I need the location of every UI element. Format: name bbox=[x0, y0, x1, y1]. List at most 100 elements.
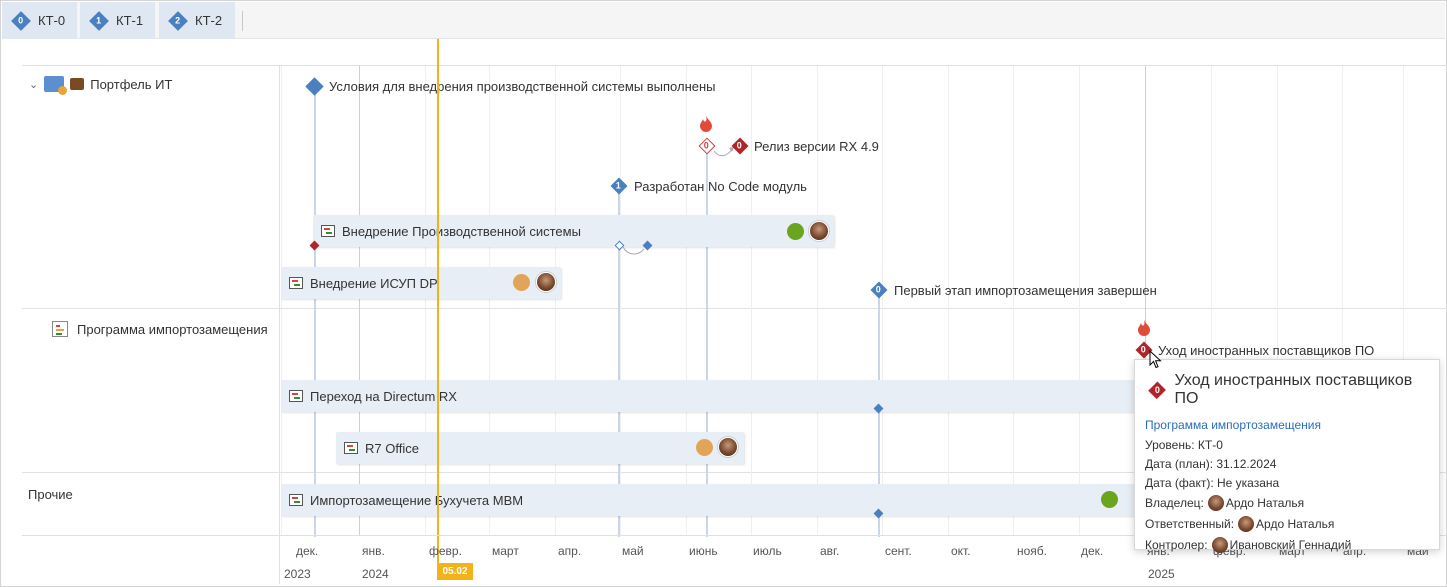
year-label: 2023 bbox=[284, 567, 311, 581]
shift-arrow-icon bbox=[713, 147, 734, 157]
group-program[interactable]: Программа импортозамещения bbox=[52, 321, 268, 337]
owner-label: Владелец: bbox=[1145, 496, 1204, 510]
month-label: нояб. bbox=[1017, 544, 1048, 558]
task-label: Внедрение Производственной системы bbox=[342, 223, 581, 239]
portfolio-icon bbox=[44, 76, 68, 95]
briefcase-icon bbox=[70, 78, 85, 90]
year-label: 2024 bbox=[362, 567, 389, 581]
program-link[interactable]: Программа импортозамещения bbox=[1145, 418, 1321, 432]
avatar[interactable] bbox=[718, 437, 738, 457]
gantt-chart bbox=[22, 65, 1447, 584]
month-label: май bbox=[622, 544, 644, 558]
year-label: 2025 bbox=[1148, 567, 1175, 581]
milestone-label: Условия для внедрения производственной с… bbox=[329, 79, 716, 94]
owner-name: Ардо Наталья bbox=[1225, 496, 1305, 510]
milestone-tooltip: 0 Уход иностранных поставщиков ПО Програ… bbox=[1134, 359, 1440, 553]
month-label: авг. bbox=[820, 544, 840, 558]
tooltip-level: Уровень: КТ-0 bbox=[1145, 438, 1223, 452]
month-label: март bbox=[492, 544, 519, 558]
milestone-guide-line bbox=[706, 151, 708, 537]
responsible-label: Ответственный: bbox=[1145, 517, 1235, 531]
flame-icon bbox=[1138, 320, 1150, 336]
group-other[interactable]: Прочие bbox=[28, 487, 73, 502]
milestone-level-icon: 0 bbox=[11, 10, 31, 31]
month-label: дек. bbox=[1081, 544, 1104, 558]
tooltip-owner: Владелец: Ардо Наталья bbox=[1145, 495, 1429, 511]
month-label: апр. bbox=[558, 544, 582, 558]
today-line bbox=[437, 39, 439, 576]
milestone-level-icon: 1 bbox=[89, 10, 109, 31]
milestone-label: Уход иностранных поставщиков ПО bbox=[1158, 343, 1375, 358]
avatar bbox=[1207, 495, 1224, 511]
group-label: Прочие bbox=[28, 487, 73, 502]
month-label: июль bbox=[753, 544, 782, 558]
tab-kt0[interactable]: 0 КТ-0 bbox=[2, 2, 77, 39]
milestone-guide-line bbox=[878, 295, 880, 537]
month-label: февр. bbox=[429, 544, 462, 558]
task-icon bbox=[289, 277, 303, 289]
controller-name: Ивановский Геннадий bbox=[1229, 538, 1352, 552]
task-label: Переход на Directum RX bbox=[310, 388, 457, 404]
milestone-label: Первый этап импортозамещения завершен bbox=[894, 283, 1157, 298]
milestone-label: Разработан No Code модуль bbox=[634, 179, 807, 194]
avatar[interactable] bbox=[809, 221, 829, 241]
avatar[interactable] bbox=[536, 272, 556, 292]
task-icon bbox=[344, 442, 358, 454]
month-label: сент. bbox=[885, 544, 912, 558]
group-portfolio[interactable]: ⌄ Портфель ИТ bbox=[29, 76, 173, 95]
avatar bbox=[1211, 537, 1228, 553]
task-label: R7 Office bbox=[365, 440, 419, 456]
timeline-divider bbox=[22, 535, 1447, 536]
month-label: окт. bbox=[951, 544, 971, 558]
row-separator bbox=[22, 308, 1447, 309]
avatar bbox=[1238, 516, 1255, 532]
tooltip-controller: Контролер: Ивановский Геннадий bbox=[1145, 537, 1429, 553]
program-icon bbox=[52, 321, 68, 337]
task-bar-mvm[interactable]: Импортозамещение Бухучета МВМ bbox=[281, 484, 1141, 516]
tooltip-fact-date: Дата (факт): Не указана bbox=[1145, 476, 1280, 490]
task-bar-prod-system[interactable]: Внедрение Производственной системы bbox=[313, 215, 834, 247]
task-icon bbox=[321, 225, 335, 237]
tooltip-plan-date: Дата (план): 31.12.2024 bbox=[1145, 457, 1277, 471]
tab-kt2[interactable]: 2 КТ-2 bbox=[159, 2, 235, 39]
task-label: Импортозамещение Бухучета МВМ bbox=[310, 492, 524, 508]
task-icon bbox=[289, 494, 303, 506]
task-icon bbox=[289, 390, 303, 402]
shift-arrow-icon bbox=[622, 246, 645, 255]
milestone-label: Релиз версии RX 4.9 bbox=[754, 139, 879, 154]
milestone-guide-line bbox=[314, 91, 316, 537]
today-badge: 05.02 bbox=[437, 563, 473, 580]
task-label: Внедрение ИСУП DP bbox=[310, 275, 438, 291]
status-indicator bbox=[696, 439, 713, 456]
month-label: июнь bbox=[689, 544, 718, 558]
milestone-guide-line bbox=[618, 191, 620, 537]
controller-label: Контролер: bbox=[1145, 538, 1208, 552]
tab-separator bbox=[242, 11, 243, 31]
tooltip-title: 0 Уход иностранных поставщиков ПО bbox=[1145, 372, 1429, 408]
mouse-cursor-icon bbox=[1149, 350, 1162, 369]
tab-label: КТ-1 bbox=[116, 13, 144, 28]
task-bar-directum[interactable]: Переход на Directum RX bbox=[281, 380, 1141, 412]
tab-label: КТ-2 bbox=[195, 13, 223, 28]
group-label: Программа импортозамещения bbox=[77, 321, 268, 337]
group-label: Портфель ИТ bbox=[90, 76, 173, 92]
month-label: янв. bbox=[362, 544, 385, 558]
level-tab-bar: 0 КТ-0 1 КТ-1 2 КТ-2 bbox=[2, 2, 1445, 39]
tooltip-responsible: Ответственный: Ардо Наталья bbox=[1145, 516, 1429, 532]
tab-label: КТ-0 bbox=[38, 13, 66, 28]
tab-kt1[interactable]: 1 КТ-1 bbox=[80, 2, 155, 39]
responsible-name: Ардо Наталья bbox=[1256, 517, 1335, 531]
status-indicator bbox=[1101, 491, 1118, 508]
tooltip-title-text: Уход иностранных поставщиков ПО bbox=[1174, 372, 1413, 407]
flame-icon bbox=[700, 116, 712, 132]
status-indicator bbox=[787, 223, 804, 240]
month-label: дек. bbox=[296, 544, 319, 558]
chevron-down-icon[interactable]: ⌄ bbox=[29, 78, 39, 91]
timeline-grid bbox=[281, 66, 1447, 536]
status-indicator bbox=[513, 274, 530, 291]
milestone-icon: 0 bbox=[1148, 381, 1167, 399]
task-bar-r7[interactable]: R7 Office bbox=[336, 432, 744, 464]
group-pane bbox=[22, 66, 280, 584]
row-separator bbox=[22, 472, 1447, 473]
